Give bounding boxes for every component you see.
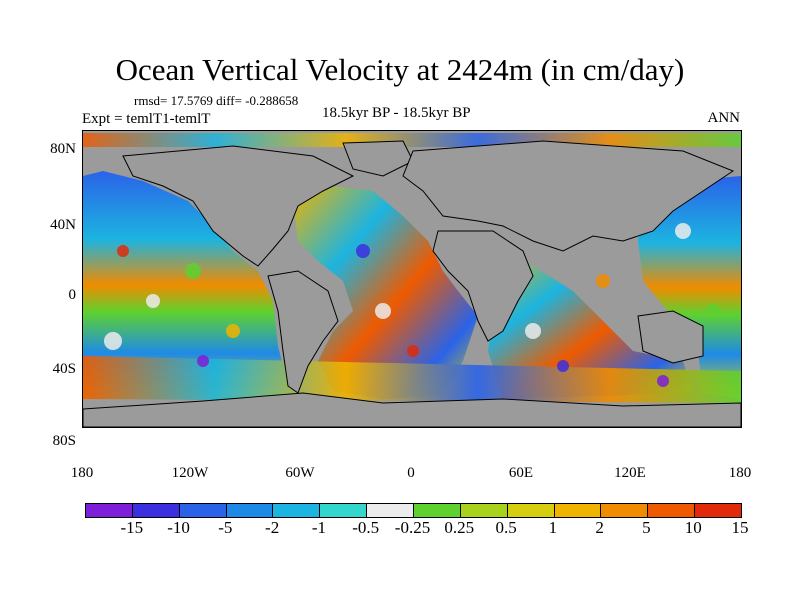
atlantic-ocean-field <box>293 186 478 399</box>
lat-tick-40n: 40N <box>50 217 76 233</box>
australia <box>637 310 704 364</box>
colorbar-label: -0.5 <box>352 518 380 537</box>
lon-tick-120w: 120W <box>171 465 209 481</box>
colorbar-segment <box>273 504 321 517</box>
period-label: 18.5kyr BP - 18.5kyr BP <box>322 105 471 121</box>
colorbar-label: 0.5 <box>495 518 517 537</box>
lat-tick-0: 0 <box>68 287 77 303</box>
lon-tick-120e: 120E <box>614 465 646 481</box>
colorbar-segment <box>507 504 555 517</box>
colorbar-segment <box>179 504 227 517</box>
colorbar-segment <box>601 504 649 517</box>
world-map <box>83 133 741 427</box>
colorbar-segment <box>226 504 274 517</box>
colorbar-segment <box>648 504 696 517</box>
lon-tick-60w: 60W <box>285 465 315 481</box>
pacific-ocean-field <box>83 171 298 399</box>
experiment-label: Expt = temlT1-temlT <box>82 111 211 127</box>
lon-tick-180e: 180 <box>728 465 752 481</box>
antarctica <box>83 392 741 427</box>
velocity-speckles <box>104 223 720 387</box>
lon-tick-0: 0 <box>407 465 415 481</box>
colorbar-label: 2 <box>595 518 604 537</box>
colorbar-label: -2 <box>265 518 280 537</box>
lat-tick-80s: 80S <box>52 433 76 449</box>
colorbar-label: 5 <box>642 518 651 537</box>
map-panel <box>82 130 742 428</box>
colorbar-segment <box>320 504 368 517</box>
colorbar-segment <box>460 504 508 517</box>
indian-ocean-field <box>488 251 693 399</box>
southern-ocean-field <box>83 356 741 403</box>
colorbar-label: -1 <box>311 518 326 537</box>
colorbar-segment <box>554 504 602 517</box>
colorbar-segment <box>86 504 133 517</box>
west-pacific-field <box>638 176 741 399</box>
lat-tick-40s: 40S <box>52 361 76 377</box>
greenland <box>342 140 414 177</box>
colorbar-label: 10 <box>684 518 702 537</box>
season-label: ANN <box>707 110 741 126</box>
africa <box>432 230 534 342</box>
colorbar-label: -10 <box>167 518 190 537</box>
colorbar-segment <box>695 504 742 517</box>
colorbar-label: -15 <box>120 518 144 537</box>
eurasia <box>402 140 735 252</box>
north-america <box>122 145 355 267</box>
colorbar-label: -5 <box>218 518 233 537</box>
colorbar-segment <box>414 504 461 517</box>
map-title: Ocean Vertical Velocity at 2424m (in cm/… <box>115 52 685 87</box>
colorbar-label: 0.25 <box>444 518 475 537</box>
arctic-fringe <box>83 133 741 147</box>
colorbar-segment <box>367 504 415 517</box>
colorbar-label: 1 <box>548 518 558 537</box>
stats-label: rmsd= 17.5769 diff= -0.288658 <box>134 93 299 108</box>
land-masses <box>83 140 741 427</box>
colorbar-segment <box>132 504 180 517</box>
colorbar-label: -0.25 <box>394 518 431 537</box>
lon-tick-180w: 180 <box>70 465 94 481</box>
colorbar-label: 15 <box>731 518 749 537</box>
lat-tick-80n: 80N <box>50 141 76 157</box>
south-america <box>267 270 339 394</box>
lon-tick-60e: 60E <box>508 465 534 481</box>
colorbar <box>85 503 742 518</box>
